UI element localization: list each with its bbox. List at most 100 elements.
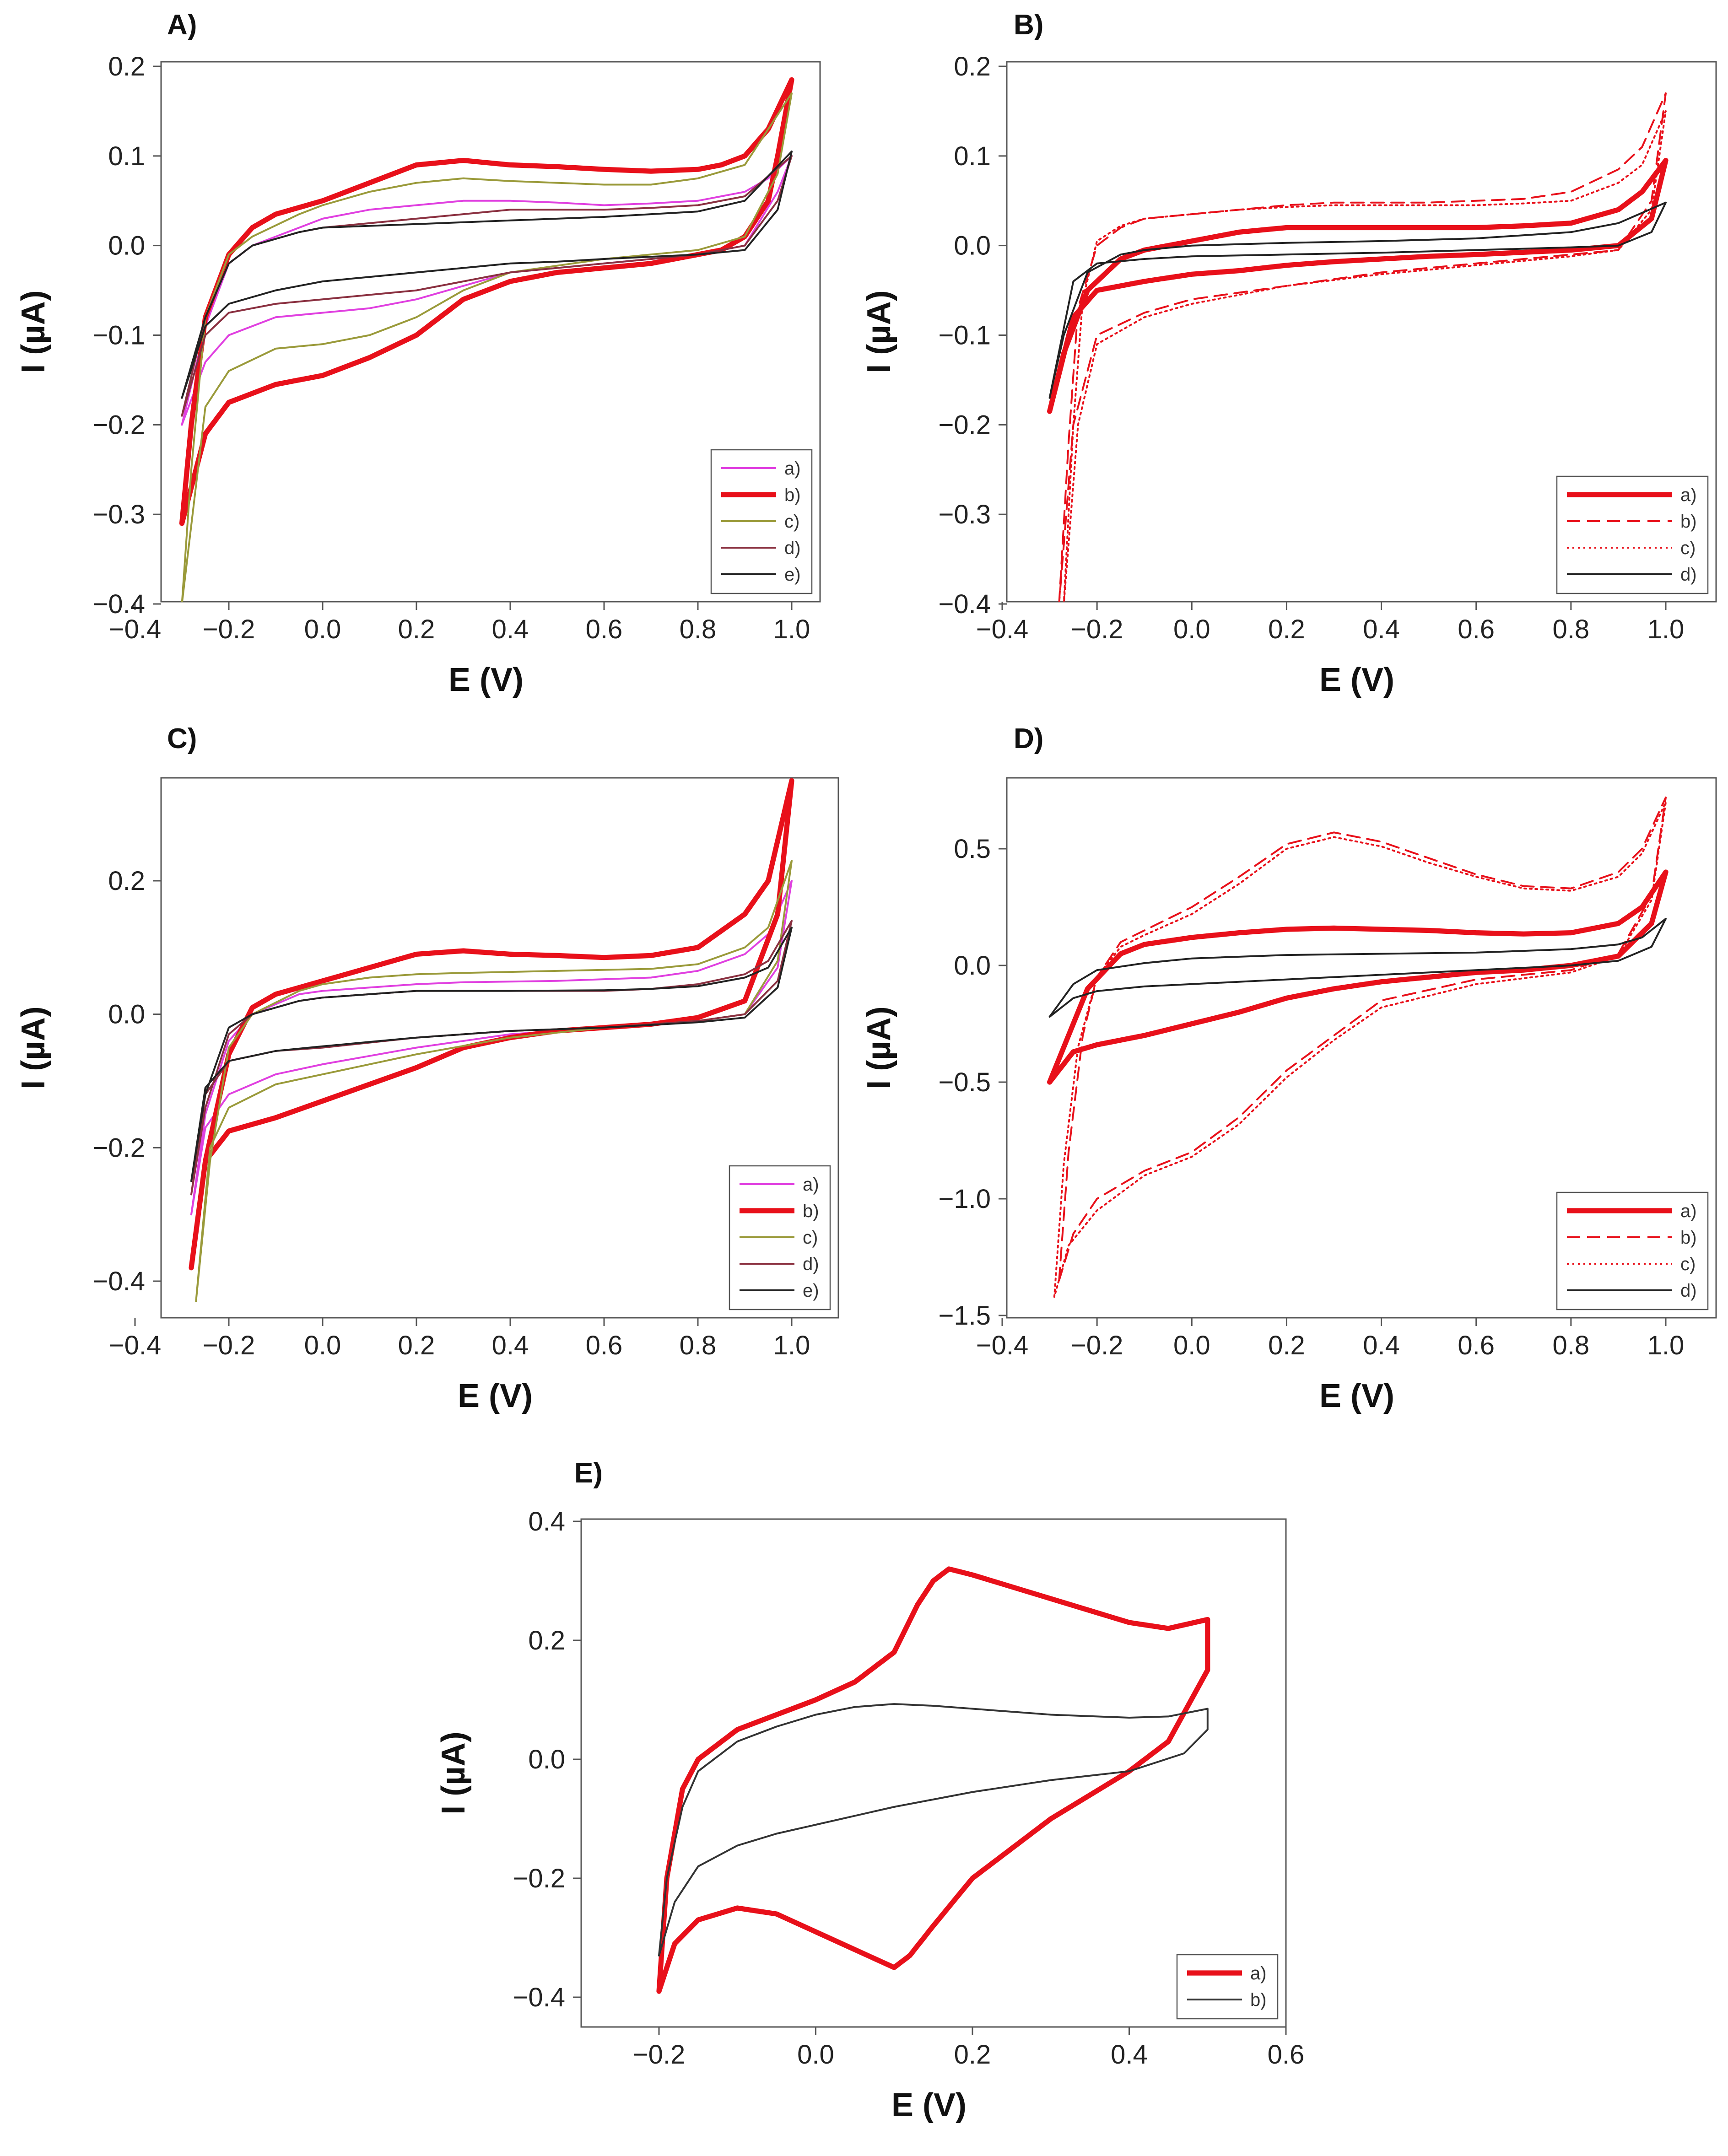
panel-e: E) −0.2 0.0 0.2 0.4 0.6 −0.4 −0.2 0.0 0.2 0.4 E (V)… — [435, 1457, 1304, 2124]
y-tick-label: −0.5 — [939, 1067, 991, 1097]
panel-label: E) — [574, 1457, 603, 1489]
legend-label: e) — [784, 565, 801, 585]
y-tick-label: −0.1 — [93, 321, 146, 350]
legend-label: a) — [1250, 1963, 1267, 1984]
y-tick-label: 0.0 — [954, 231, 991, 261]
y-tick-label: −0.2 — [93, 1133, 146, 1163]
y-tick-label: −0.1 — [939, 321, 991, 350]
x-tick-label: 0.6 — [1458, 614, 1495, 644]
legend-label: b) — [1680, 1228, 1697, 1248]
x-axis-label: E (V) — [891, 2087, 967, 2124]
x-tick-label: 0.2 — [954, 2040, 991, 2070]
legend-label: d) — [1680, 565, 1697, 585]
x-axis-label: E (V) — [448, 662, 524, 698]
series-line-c — [195, 860, 793, 1302]
x-tick-label: −0.4 — [976, 614, 1029, 644]
y-axis-label: I (µA) — [15, 290, 52, 373]
y-tick-label: 0.0 — [528, 1745, 565, 1774]
x-tick-label: 0.0 — [1173, 1331, 1210, 1360]
series-line-b — [189, 778, 794, 1271]
y-tick-label: −0.2 — [93, 410, 146, 440]
series-line-c — [1063, 110, 1667, 602]
y-tick-label: −0.2 — [939, 410, 991, 440]
legend-label: e) — [803, 1281, 819, 1301]
x-tick-label: 0.4 — [492, 1331, 529, 1360]
plot-frame — [1006, 777, 1717, 1319]
x-tick-label: 0.0 — [1173, 614, 1210, 644]
legend-label: b) — [784, 485, 801, 505]
y-tick-label: 0.0 — [108, 231, 145, 261]
x-tick-label: 0.0 — [304, 1331, 341, 1360]
series-line-b — [658, 1703, 1209, 1957]
legend-label: b) — [803, 1201, 819, 1221]
x-tick-label: 0.8 — [680, 614, 717, 644]
legend: a) b) c) d) — [1556, 1191, 1709, 1310]
x-tick-label: 0.6 — [586, 614, 623, 644]
y-tick-label: 0.2 — [954, 52, 991, 81]
x-tick-label: 1.0 — [773, 614, 810, 644]
panel-b: B) −0.4 −0.2 0.0 0.2 0.4 0.6 0.8 1.0 −0.4 −0.3 −0.2… — [861, 9, 1717, 698]
x-tick-label: 0.2 — [1268, 1331, 1305, 1360]
series-line-c — [1053, 801, 1667, 1298]
y-axis-label: I (µA) — [861, 1006, 897, 1089]
x-tick-label: −0.2 — [203, 614, 255, 644]
y-tick-label: −1.0 — [939, 1184, 991, 1214]
y-tick-label: 0.2 — [108, 52, 145, 81]
y-tick-label: −1.5 — [939, 1301, 991, 1331]
series-line-b — [1058, 796, 1667, 1282]
y-tick-label: −0.4 — [93, 589, 146, 619]
legend-label: d) — [784, 538, 801, 558]
legend: a) b) — [1176, 1954, 1279, 2020]
y-tick-label: 0.0 — [954, 951, 991, 981]
x-tick-label: 0.0 — [304, 614, 341, 644]
panel-label: B) — [1014, 9, 1043, 41]
legend-label: a) — [784, 458, 801, 479]
y-tick-label: 0.4 — [528, 1507, 565, 1536]
x-tick-label: −0.2 — [1071, 1331, 1123, 1360]
series-group — [1047, 92, 1669, 602]
series-line-d — [1048, 918, 1667, 1018]
y-tick-label: −0.3 — [93, 500, 146, 529]
x-tick-label: 1.0 — [1647, 614, 1685, 644]
legend-label: c) — [1680, 538, 1696, 558]
panel-a: A) −0.4 −0.2 0.0 0.2 0.4 0.6 0.8 1.0 −0.4 −0.3 −0.2… — [15, 9, 821, 698]
legend-label: a) — [1680, 1201, 1697, 1221]
x-tick-label: 0.8 — [1553, 1331, 1590, 1360]
panel-label: D) — [1014, 723, 1043, 755]
y-axis-label: I (µA) — [861, 290, 897, 373]
series-group — [1047, 796, 1669, 1298]
y-tick-label: 0.2 — [108, 866, 145, 896]
legend-label: c) — [803, 1228, 818, 1248]
legend-label: a) — [803, 1175, 819, 1195]
panel-label: A) — [167, 9, 197, 41]
legend-label: d) — [803, 1254, 819, 1274]
y-tick-label: −0.4 — [93, 1267, 146, 1296]
y-tick-label: −0.4 — [513, 1983, 566, 2012]
legend-label: c) — [784, 512, 799, 532]
series-group — [189, 778, 794, 1302]
x-tick-label: −0.2 — [1071, 614, 1123, 644]
y-tick-label: −0.3 — [939, 500, 991, 529]
x-tick-label: 1.0 — [773, 1331, 810, 1360]
series-group — [656, 1566, 1210, 1994]
x-tick-label: 0.8 — [1553, 614, 1590, 644]
x-tick-label: −0.2 — [633, 2040, 686, 2070]
series-line-b — [1058, 92, 1667, 602]
plot-frame — [580, 1518, 1287, 2028]
y-tick-label: −0.4 — [939, 589, 991, 619]
y-tick-label: 0.1 — [954, 141, 991, 171]
x-tick-label: 0.4 — [1363, 614, 1400, 644]
plot-frame — [160, 61, 821, 603]
series-line-a — [1047, 158, 1669, 414]
series-line-a — [656, 1566, 1210, 1994]
x-tick-label: 0.6 — [586, 1331, 623, 1360]
legend-label: d) — [1680, 1281, 1697, 1301]
legend-label: b) — [1680, 512, 1697, 532]
x-axis-label: E (V) — [458, 1378, 533, 1414]
y-axis-label: I (µA) — [435, 1731, 472, 1814]
y-tick-label: 0.1 — [108, 141, 145, 171]
plot-frame — [160, 777, 839, 1319]
legend: a) b) c) d) — [1556, 475, 1709, 594]
x-tick-label: −0.2 — [203, 1331, 255, 1360]
